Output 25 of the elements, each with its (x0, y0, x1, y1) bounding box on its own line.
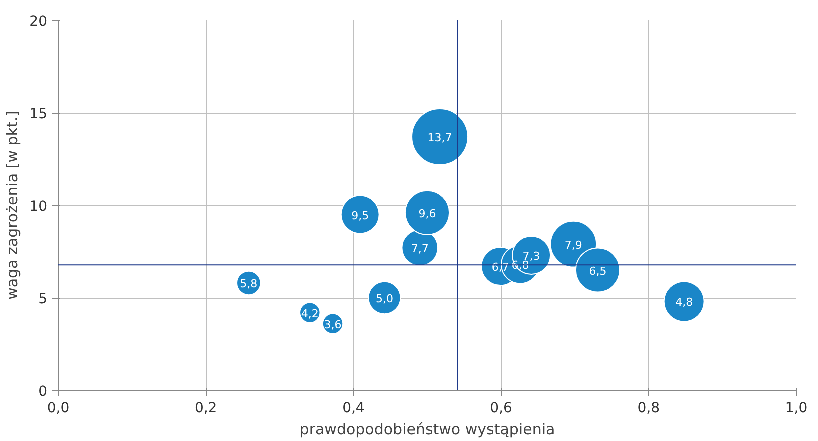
data-label: 5,0 (376, 292, 394, 306)
data-label: 4,2 (301, 307, 319, 320)
y-tick-label: 5 (38, 292, 48, 308)
y-axis-title: waga zagrożenia [w pkt.] (4, 111, 22, 300)
y-tick-label: 15 (30, 106, 48, 122)
x-tick-label: 1,0 (785, 400, 808, 416)
y-tick-label: 20 (30, 14, 48, 30)
x-tick-label: 0,0 (47, 400, 70, 416)
x-tick-label: 0,4 (342, 400, 365, 416)
data-label: 9,5 (352, 209, 370, 222)
x-tick-label: 0,8 (638, 400, 660, 416)
y-tick-label: 10 (30, 199, 48, 215)
data-label: 6,5 (589, 264, 607, 278)
x-tick-label: 0,6 (490, 400, 513, 416)
x-axis-title: prawdopodobieństwo wystąpienia (300, 420, 556, 438)
data-label: 7,7 (411, 242, 429, 256)
data-label: 5,8 (240, 278, 258, 291)
data-label: 7,3 (522, 250, 540, 263)
x-tick-label: 0,2 (194, 400, 218, 416)
data-label: 4,8 (676, 296, 694, 310)
data-label: 7,9 (564, 238, 582, 252)
y-tick-label: 0 (38, 384, 48, 400)
data-label: 3,6 (324, 318, 342, 332)
data-label: 9,6 (418, 207, 436, 220)
data-label: 13,7 (428, 132, 452, 145)
